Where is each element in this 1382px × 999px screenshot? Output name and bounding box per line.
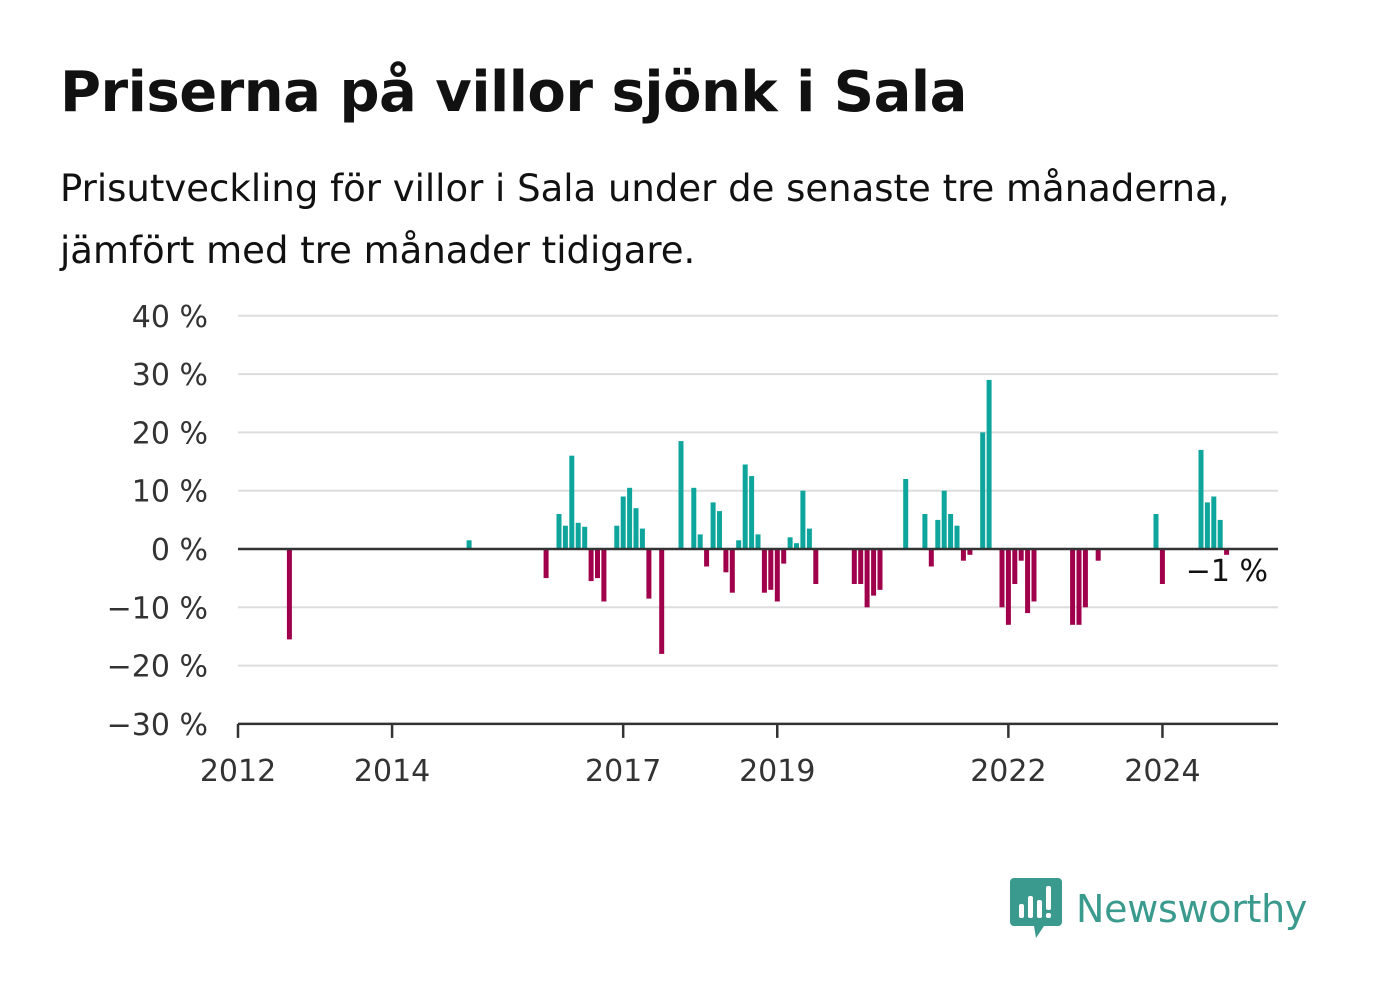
bar [742, 464, 748, 549]
bar [562, 525, 568, 549]
grid-lines [238, 314, 1278, 667]
bar [935, 519, 941, 549]
bar [633, 508, 639, 549]
bar [928, 549, 934, 567]
bar [1224, 549, 1230, 555]
bar [1153, 514, 1159, 549]
bar [691, 487, 697, 549]
x-tick-label: 2014 [354, 754, 430, 789]
bar [620, 496, 626, 549]
bar [1005, 549, 1011, 625]
brand-name: Newsworthy [1076, 887, 1308, 931]
bar [1204, 502, 1210, 549]
bar [787, 537, 793, 549]
bar [948, 514, 954, 549]
y-tick-label: 0 % [151, 533, 208, 568]
bar [980, 432, 986, 549]
axes [236, 547, 1278, 738]
bar [575, 522, 581, 549]
bar [761, 549, 767, 593]
bar [601, 549, 607, 602]
bar [768, 549, 774, 590]
y-tick-label: 20 % [132, 416, 208, 451]
bar [858, 549, 864, 584]
bar [999, 549, 1005, 608]
bar [1012, 549, 1018, 584]
newsworthy-bar-chart-icon [1010, 878, 1062, 938]
bar [954, 525, 960, 549]
bar [639, 528, 645, 549]
bar [588, 549, 594, 582]
bar [659, 549, 665, 654]
x-tick-label: 2012 [200, 754, 276, 789]
bar [806, 528, 812, 549]
bar [1031, 549, 1037, 602]
bar [723, 549, 729, 573]
x-tick-label: 2019 [739, 754, 815, 789]
bar [851, 549, 857, 584]
y-tick-label: −30 % [107, 708, 208, 743]
bar [717, 511, 722, 549]
bar [871, 549, 877, 596]
bar [1025, 549, 1031, 614]
bar [877, 549, 883, 590]
bar [543, 549, 549, 579]
x-axis-labels: 2012 2014 2017 2019 2022 2024 [200, 754, 1201, 789]
latest-value-annotation: −1 % [1186, 554, 1268, 589]
bar [1159, 549, 1165, 584]
bar [1095, 549, 1101, 561]
y-tick-label: −10 % [107, 591, 208, 626]
chart-title: Priserna på villor sjönk i Sala [60, 60, 967, 125]
bar [1198, 449, 1204, 549]
bar [794, 543, 799, 549]
y-tick-label: 30 % [132, 358, 208, 393]
bar [774, 549, 780, 602]
x-tick-label: 2022 [970, 754, 1046, 789]
bar [1076, 549, 1082, 625]
bar [466, 540, 472, 549]
bar [736, 540, 742, 549]
chart-subtitle: Prisutveckling för villor i Sala under d… [60, 167, 1230, 272]
bar [569, 455, 575, 549]
bar [922, 514, 928, 549]
bar [960, 549, 966, 561]
bar [813, 549, 819, 584]
bar [864, 549, 870, 608]
y-tick-label: 10 % [132, 475, 208, 510]
bar [1211, 496, 1217, 549]
bar [556, 514, 562, 549]
bar [941, 490, 947, 549]
bar [755, 534, 761, 549]
x-tick-label: 2017 [585, 754, 661, 789]
bar [646, 549, 652, 599]
bar [710, 502, 716, 549]
x-tick-label: 2024 [1124, 754, 1200, 789]
bars [286, 379, 1230, 654]
bar [800, 490, 806, 549]
bar [1070, 549, 1076, 625]
bar [903, 479, 909, 549]
bar [729, 549, 735, 593]
bar [1082, 549, 1088, 608]
y-tick-label: 40 % [132, 300, 208, 335]
bar [697, 534, 703, 549]
bar [286, 549, 292, 640]
bar [967, 549, 973, 555]
bar [678, 441, 684, 549]
bar [781, 549, 787, 564]
bar [614, 525, 620, 549]
y-axis-labels: 40 % 30 % 20 % 10 % 0 % −10 % −20 % −30 % [107, 300, 208, 743]
bar [582, 526, 588, 549]
bar [986, 379, 992, 549]
bar [704, 549, 710, 567]
bar [749, 476, 755, 549]
brand-logo: Newsworthy [1010, 878, 1307, 940]
bar [1018, 549, 1024, 561]
bar [1217, 519, 1223, 549]
y-tick-label: −20 % [107, 650, 208, 685]
bar [627, 487, 633, 549]
bar [595, 549, 600, 579]
